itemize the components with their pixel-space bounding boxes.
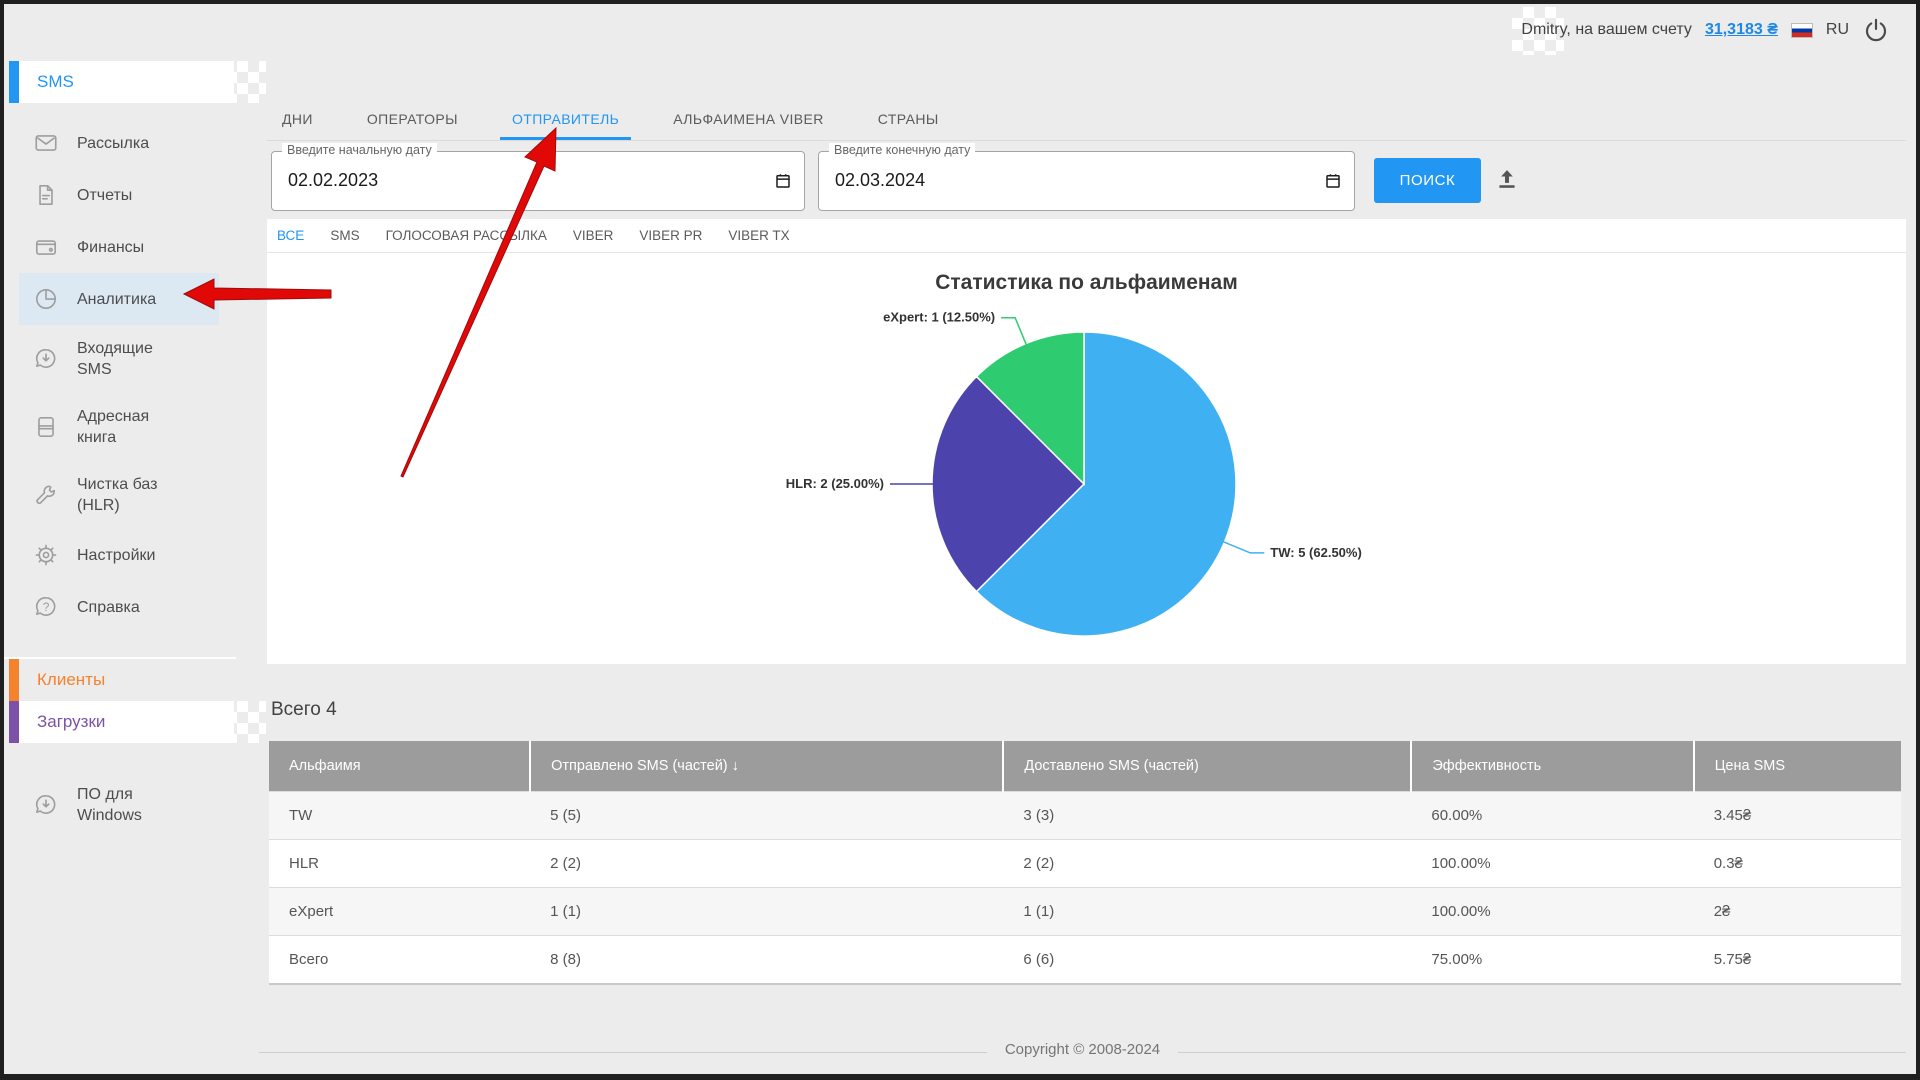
sidebar-item-po-dlya-windows[interactable]: ПО для Windows [19, 771, 219, 839]
tab-otpravitel[interactable]: ОТПРАВИТЕЛЬ [499, 103, 632, 140]
tab-operatory[interactable]: ОПЕРАТОРЫ [366, 111, 458, 127]
sidebar-section-sms[interactable]: SMS [9, 61, 266, 103]
balance-link[interactable]: 31,3183 ₴ [1704, 21, 1778, 38]
export-upload-icon[interactable] [1493, 166, 1521, 194]
footer: Copyright © 2008-2024 [259, 1041, 1906, 1059]
start-date-label: Введите начальную дату [282, 143, 437, 157]
pie-leader-line [1222, 540, 1265, 554]
sidebar-item-adresnaya-kniga[interactable]: Адресная книга [19, 393, 219, 461]
incoming-sms-icon [33, 346, 59, 372]
logout-power-icon[interactable] [1862, 16, 1890, 44]
tab-alfaimena-viber[interactable]: АЛЬФАИМЕНА VIBER [673, 111, 824, 127]
pie-slice-label: HLR: 2 (25.00%) [786, 476, 884, 491]
end-date-field: Введите конечную дату [818, 143, 1355, 211]
col-delivered[interactable]: Доставлено SMS (частей) [1003, 741, 1413, 792]
sidebar-item-analitika[interactable]: Аналитика [19, 273, 219, 325]
sidebar-item-chistka-baz-hlr[interactable]: Чистка баз (HLR) [19, 461, 219, 529]
table-total-label: Всего 4 [271, 699, 337, 720]
table-row: HLR 2 (2) 2 (2) 100.00% 0.3₴ [269, 839, 1901, 888]
sidebar-item-label: Справка [77, 598, 140, 616]
table-row: TW 5 (5) 3 (3) 60.00% 3.45₴ [269, 791, 1901, 840]
alphaname-pie-chart: TW: 5 (62.50%) HLR: 2 (25.00%) eXpert: 1 (… [786, 310, 1362, 637]
start-date-field: Введите начальную дату [271, 143, 805, 211]
sidebar-item-label: Настройки [77, 546, 156, 564]
calendar-icon[interactable] [1324, 172, 1342, 195]
svg-text:?: ? [43, 600, 50, 614]
col-efficiency[interactable]: Эффективность [1411, 741, 1695, 792]
chart-title: Статистика по альфаименам [935, 271, 1238, 294]
sidebar-item-nastroyki[interactable]: Настройки [19, 529, 219, 581]
start-date-input[interactable] [286, 169, 720, 192]
sidebar-item-finansy[interactable]: Финансы [19, 221, 219, 273]
sidebar-section-downloads[interactable]: Загрузки [9, 701, 266, 743]
envelope-icon [33, 130, 59, 156]
sidebar-item-label: Рассылка [77, 134, 150, 152]
sidebar-item-label: Аналитика [77, 290, 157, 308]
download-icon [33, 792, 59, 818]
pie-slice-label: eXpert: 1 (12.50%) [883, 310, 995, 325]
sidebar-menu: Рассылка Отчеты Финансы [4, 117, 236, 633]
search-button[interactable]: ПОИСК [1374, 158, 1481, 203]
address-book-icon [33, 414, 59, 440]
top-bar: Dmitry, на вашем счету 31,3183 ₴ RU [1521, 16, 1890, 44]
alphaname-stats-table: Альфаимя Отправлено SMS (частей) ↓ Доста… [269, 741, 1901, 985]
pie-chart-icon [33, 286, 59, 312]
table-row-total: Всего 8 (8) 6 (6) 75.00% 5.75₴ [269, 935, 1901, 984]
channel-vse[interactable]: ВСЕ [277, 228, 305, 243]
sidebar-section-downloads-label: Загрузки [37, 712, 106, 731]
pixel-pattern-decoration [226, 61, 266, 103]
user-greeting: Dmitry, на вашем счету [1521, 21, 1692, 38]
sidebar-item-vhodyashchie-sms[interactable]: Входящие SMS [19, 325, 219, 393]
channel-sms[interactable]: SMS [330, 228, 360, 243]
table-row: eXpert 1 (1) 1 (1) 100.00% 2₴ [269, 887, 1901, 936]
channel-viber-pr[interactable]: VIBER PR [639, 228, 703, 243]
col-sent[interactable]: Отправлено SMS (частей) ↓ [530, 741, 1005, 792]
sidebar: SMS Рассылка Отчеты [4, 61, 266, 839]
sidebar-item-spravka[interactable]: ? Справка [19, 581, 219, 633]
analytics-tabs: ДНИ ОПЕРАТОРЫ ОТПРАВИТЕЛЬ АЛЬФАИМЕНА VIB… [270, 103, 951, 140]
channel-golosovaya[interactable]: ГОЛОСОВАЯ РАССЫЛКА [385, 228, 547, 243]
channel-viber[interactable]: VIBER [572, 228, 614, 243]
pie-slice-label: TW: 5 (62.50%) [1270, 545, 1362, 560]
col-alphaname[interactable]: Альфаимя [269, 741, 532, 792]
sidebar-item-label: Входящие SMS [77, 340, 153, 378]
sidebar-item-label: Чистка баз (HLR) [77, 476, 158, 514]
tabs-divider [267, 140, 1906, 141]
chart-panel: ВСЕ SMS ГОЛОСОВАЯ РАССЫЛКА VIBER VIBER P… [267, 219, 1906, 664]
tab-strany[interactable]: СТРАНЫ [877, 111, 939, 127]
help-icon: ? [33, 594, 59, 620]
pie-chart-area: Статистика по альфаименам TW: 5 (62.50%)… [267, 253, 1906, 665]
language-switcher[interactable]: RU [1825, 21, 1849, 38]
sidebar-item-label: Отчеты [77, 186, 133, 204]
sidebar-item-rassylka[interactable]: Рассылка [19, 117, 219, 169]
sidebar-item-label: Адресная книга [77, 408, 150, 446]
table-header-row: Альфаимя Отправлено SMS (частей) ↓ Доста… [269, 741, 1901, 792]
sidebar-item-label: ПО для Windows [77, 786, 142, 824]
tab-dni[interactable]: ДНИ [282, 111, 313, 127]
russian-flag-icon [1790, 22, 1813, 38]
report-icon [33, 182, 59, 208]
sidebar-section-clients[interactable]: Клиенты [9, 659, 234, 701]
sidebar-item-label: Финансы [77, 238, 145, 256]
channel-filter-row: ВСЕ SMS ГОЛОСОВАЯ РАССЫЛКА VIBER VIBER P… [267, 219, 1906, 253]
pixel-pattern-decoration [226, 701, 266, 743]
sort-desc-icon[interactable]: ↓ [731, 758, 739, 774]
copyright-text: Copyright © 2008-2024 [986, 1041, 1179, 1058]
pie-leader-line [1001, 316, 1028, 346]
sidebar-item-otchety[interactable]: Отчеты [19, 169, 219, 221]
end-date-input[interactable] [833, 169, 1267, 192]
sidebar-divider [4, 657, 236, 659]
wrench-icon [33, 482, 59, 508]
wallet-icon [33, 234, 59, 260]
sidebar-section-clients-label: Клиенты [37, 670, 106, 689]
sidebar-section-sms-label: SMS [37, 72, 74, 91]
col-price[interactable]: Цена SMS [1693, 741, 1901, 792]
end-date-label: Введите конечную дату [829, 143, 976, 157]
channel-viber-tx[interactable]: VIBER TX [728, 228, 790, 243]
gear-icon [33, 542, 59, 568]
calendar-icon[interactable] [774, 172, 792, 195]
